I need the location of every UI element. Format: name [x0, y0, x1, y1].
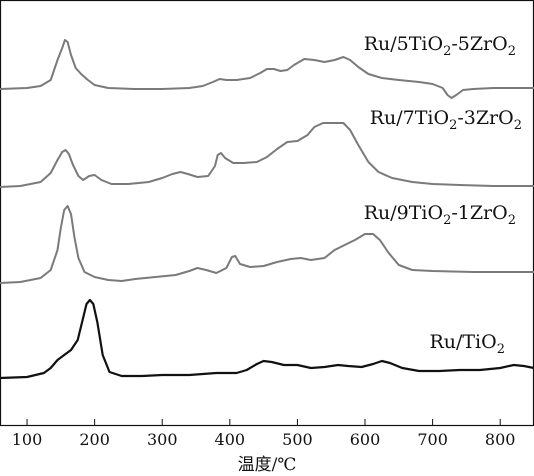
- series-line-1: [0, 39, 534, 99]
- subscript: 2: [508, 44, 516, 59]
- label-text: -3ZrO: [457, 107, 513, 129]
- x-tick-label: 300: [147, 430, 178, 449]
- series-labels: Ru/5TiO2-5ZrO2Ru/7TiO2-3ZrO2Ru/9TiO2-1Zr…: [364, 33, 522, 357]
- series-label-1: Ru/5TiO2-5ZrO2: [364, 33, 516, 59]
- x-axis-ticks: 100 200 300 400 500 600 700 800: [12, 419, 516, 449]
- series-label-2: Ru/7TiO2-3ZrO2: [370, 107, 522, 133]
- label-text: Ru/5TiO: [364, 33, 443, 55]
- x-tick-label: 400: [215, 430, 246, 449]
- series-line-3: [0, 205, 534, 284]
- subscript: 2: [449, 118, 457, 133]
- label-text: Ru/TiO: [429, 331, 496, 353]
- label-text: Ru/9TiO: [364, 202, 443, 224]
- subscript: 2: [514, 118, 522, 133]
- label-text: Ru/7TiO: [370, 107, 449, 129]
- curves-layer: [0, 39, 534, 380]
- x-tick-label: 100: [12, 430, 43, 449]
- subscript: 2: [508, 213, 516, 228]
- x-tick-label: 700: [417, 430, 448, 449]
- x-tick-label: 500: [282, 430, 313, 449]
- subscript: 2: [443, 213, 451, 228]
- x-tick-label: 200: [79, 430, 110, 449]
- x-axis-title: 温度/℃: [238, 455, 297, 475]
- series-label-4: Ru/TiO2: [429, 331, 505, 357]
- label-text: -5ZrO: [451, 33, 507, 55]
- x-tick-label: 600: [350, 430, 381, 449]
- subscript: 2: [443, 44, 451, 59]
- label-text: -1ZrO: [451, 202, 507, 224]
- series-line-4: [0, 298, 534, 380]
- series-label-3: Ru/9TiO2-1ZrO2: [364, 202, 516, 228]
- x-tick-label: 800: [485, 430, 516, 449]
- subscript: 2: [497, 342, 505, 357]
- series-line-2: [0, 122, 534, 188]
